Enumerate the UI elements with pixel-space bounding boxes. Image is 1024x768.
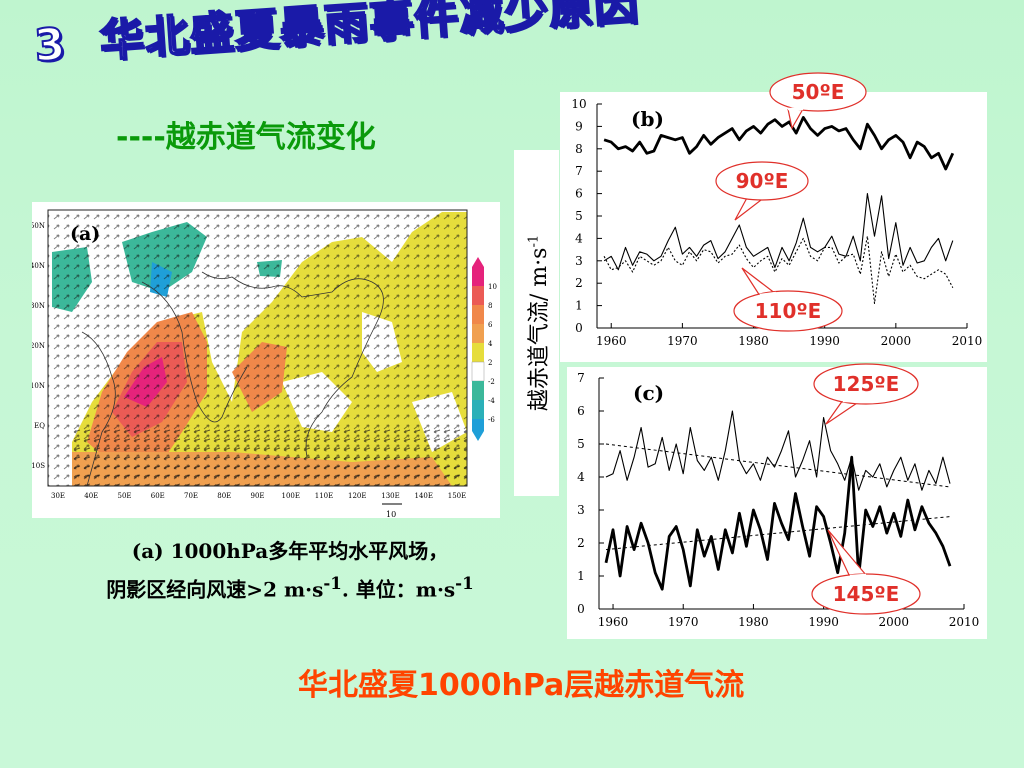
- colorbar-labels: 10 8 6 4 2 -2 -4 -6: [488, 283, 497, 424]
- panel-label: (c): [633, 381, 664, 405]
- y-tick-label: 4: [575, 231, 583, 245]
- a-x-tick-label: 150E: [448, 492, 466, 500]
- y-tick-label: 2: [575, 276, 583, 290]
- series-line: [603, 115, 955, 171]
- a-y-tick-label: 30N: [32, 302, 45, 310]
- x-tick-label: 2000: [881, 334, 912, 348]
- x-tick-label: 2010: [952, 334, 983, 348]
- series-line: [604, 455, 952, 591]
- colorbar-tick-label: -2: [488, 378, 495, 386]
- y-tick-label: 3: [577, 503, 585, 517]
- y-axis-label-box: [514, 150, 559, 496]
- y-tick-label: 0: [575, 321, 583, 335]
- panel-a-wind-map: (a) 10 8 6 4 2 -2 -4 -6 30E 40E 50E 60E 70E 80E 90E 10…: [30, 202, 500, 519]
- x-tick-label: 1960: [598, 615, 629, 629]
- y-tick-label: 1: [577, 569, 585, 583]
- panel-a-y-ticks: 50N 40N 30N 20N 10N EQ 10S: [30, 222, 45, 470]
- a-y-tick-label: 50N: [32, 222, 45, 230]
- callout-50E: 50ºE: [769, 72, 867, 130]
- series-line: [605, 410, 951, 491]
- caption-line-1: (a) 1000hPa多年平均水平风场，: [131, 539, 449, 563]
- a-x-tick-label: 80E: [217, 492, 231, 500]
- a-y-tick-label: 10S: [32, 462, 45, 470]
- a-y-tick-label: 20N: [32, 342, 45, 350]
- x-tick-label: 1980: [738, 334, 769, 348]
- slide-subtitle: ----越赤道气流变化: [116, 120, 376, 155]
- a-x-tick-label: 30E: [51, 492, 65, 500]
- x-tick-label: 1990: [809, 334, 840, 348]
- a-x-tick-label: 40E: [84, 492, 98, 500]
- a-y-tick-label: 10N: [32, 382, 45, 390]
- caption-line-2: 阴影区经向风速>2 m·s-1. 单位：m·s-1: [106, 573, 474, 602]
- x-tick-label: 1990: [808, 615, 839, 629]
- y-tick-label: 3: [575, 254, 583, 268]
- a-x-tick-label: 50E: [117, 492, 131, 500]
- colorbar-tick-label: 4: [488, 340, 493, 348]
- a-y-tick-label: EQ: [34, 422, 45, 430]
- a-x-tick-label: 130E: [381, 492, 399, 500]
- colorbar: [471, 257, 485, 441]
- x-tick-label: 2000: [879, 615, 910, 629]
- colorbar-tick-label: 6: [488, 321, 493, 329]
- y-tick-label: 6: [575, 187, 583, 201]
- panel-a-label: (a): [70, 223, 100, 245]
- annotation-145E: 145ºE: [833, 582, 900, 606]
- colorbar-tick-label: 2: [488, 359, 492, 367]
- callout-125E: 125ºE: [813, 363, 919, 425]
- y-tick-label: 7: [577, 371, 585, 385]
- annotation-50E: 50ºE: [792, 80, 845, 104]
- a-x-tick-label: 100E: [282, 492, 300, 500]
- wind-map-svg: (a) 10 8 6 4 2 -2 -4 -6 30E 40E 50E 60E 70E 80E 90E 10…: [30, 209, 497, 519]
- annotation-110E: 110ºE: [755, 299, 822, 323]
- colorbar-tick-label: 8: [488, 302, 492, 310]
- y-tick-label: 5: [575, 209, 583, 223]
- panel-a-x-ticks: 30E 40E 50E 60E 70E 80E 90E 100E 110E 120E 130E 140…: [51, 492, 466, 500]
- series-line: [603, 193, 954, 271]
- y-tick-label: 9: [575, 119, 583, 133]
- y-tick-label: 0: [577, 602, 585, 616]
- y-tick-label: 5: [577, 437, 585, 451]
- series-line: [605, 443, 951, 488]
- map-layers: [48, 210, 467, 486]
- panel-b-svg: 0 1 2 3 4 5 6 7 8 9 10 1960 1970 1980 1990 2000 2010 (b): [571, 97, 983, 348]
- colorbar-tick-label: -4: [488, 397, 495, 405]
- x-tick-label: 1970: [667, 334, 698, 348]
- x-tick-label: 2010: [949, 615, 980, 629]
- colorbar-tick-label: -6: [488, 416, 495, 424]
- colorbar-tick-label: 10: [488, 283, 497, 291]
- a-x-tick-label: 60E: [151, 492, 165, 500]
- callout-145E: 145ºE: [811, 529, 921, 615]
- y-tick-label: 1: [575, 299, 583, 313]
- x-tick-label: 1970: [668, 615, 699, 629]
- callout-110E: 110ºE: [733, 267, 843, 332]
- annotation-90E: 90ºE: [736, 169, 789, 193]
- panel-label: (b): [631, 107, 664, 131]
- a-x-tick-label: 110E: [315, 492, 333, 500]
- annotation-125E: 125ºE: [833, 372, 900, 396]
- y-tick-label: 2: [577, 536, 585, 550]
- a-x-tick-label: 70E: [184, 492, 198, 500]
- y-tick-label: 4: [577, 470, 585, 484]
- reference-vector-label: 10: [386, 510, 396, 518]
- a-x-tick-label: 140E: [415, 492, 433, 500]
- x-tick-label: 1980: [738, 615, 769, 629]
- a-x-tick-label: 120E: [348, 492, 366, 500]
- callout-90E: 90ºE: [715, 161, 809, 221]
- a-x-tick-label: 90E: [250, 492, 264, 500]
- panel-a-caption: (a) 1000hPa多年平均水平风场， 阴影区经向风速>2 m·s-1. 单位…: [60, 535, 520, 606]
- x-tick-label: 1960: [596, 334, 627, 348]
- y-tick-label: 7: [575, 164, 583, 178]
- a-y-tick-label: 40N: [32, 262, 45, 270]
- y-tick-label: 10: [571, 97, 586, 111]
- y-tick-label: 6: [577, 404, 585, 418]
- bottom-title: 华北盛夏1000hPa层越赤道气流: [298, 668, 745, 703]
- y-tick-label: 8: [575, 142, 583, 156]
